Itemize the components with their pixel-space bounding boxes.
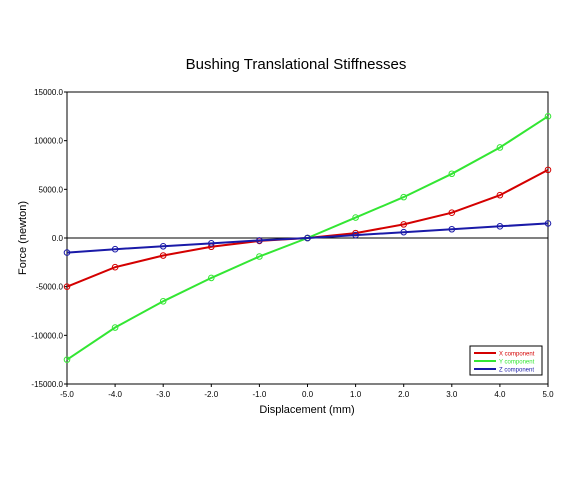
legend-label: X component [499,352,535,358]
x-tick-label: -1.0 [253,390,267,399]
x-tick-label: -5.0 [60,390,74,399]
data-point [496,144,504,151]
chart-title: Bushing Translational Stiffnesses [186,56,407,73]
tick-labels: -5.0 -4.0 -3.0 -2.0 -1.0 0.0 1.0 2.0 3.0 4.0 5.0 -1… [31,88,554,399]
legend: X component Y component Z component [469,345,543,376]
y-tick-label: -5000.0 [36,283,64,292]
data-point [63,356,71,363]
x-tick-label: -4.0 [108,390,122,399]
data-point [352,231,359,239]
x-axis-label: Displacement (mm) [259,404,354,416]
x-tick-label: 0.0 [302,390,314,399]
data-point [208,274,215,282]
data-point [544,220,552,227]
x-tick-label: 1.0 [350,390,362,399]
data-point [111,263,119,271]
data-point [256,253,263,260]
data-point [496,223,504,230]
data-point [448,209,456,216]
data-point [111,324,119,331]
data-point [544,166,552,174]
series-line [66,222,549,254]
data-point [63,283,71,290]
x-tick-label: -2.0 [204,390,218,399]
data-point [496,191,504,199]
series-lines [63,113,552,363]
x-tick-label: 4.0 [494,390,506,399]
legend-label: Y component [499,360,535,366]
x-tick-label: 3.0 [446,390,458,399]
data-point [159,242,167,250]
y-tick-label: 5000.0 [39,185,64,194]
data-point [448,225,456,233]
data-point [544,113,552,120]
y-tick-label: 10000.0 [34,137,63,146]
data-point [352,214,359,221]
x-tick-label: 2.0 [398,390,410,399]
data-point [400,193,408,201]
y-tick-label: 15000.0 [34,88,63,97]
y-tick-label: -10000.0 [31,331,63,340]
y-tick-label: 0.0 [52,234,64,243]
legend-label: Z component [499,368,534,374]
data-point [256,237,263,244]
data-point [159,297,167,305]
data-point [448,170,456,178]
data-point [304,234,311,242]
data-point [208,240,215,247]
data-point [400,228,408,236]
x-tick-label: 5.0 [542,390,554,399]
y-tick-label: -15000.0 [31,380,63,389]
data-point [111,245,119,253]
data-point [159,252,167,259]
x-tick-label: -3.0 [156,390,170,399]
data-point [400,221,408,228]
data-point [63,249,71,256]
y-axis-label: Force (newton) [17,201,29,275]
